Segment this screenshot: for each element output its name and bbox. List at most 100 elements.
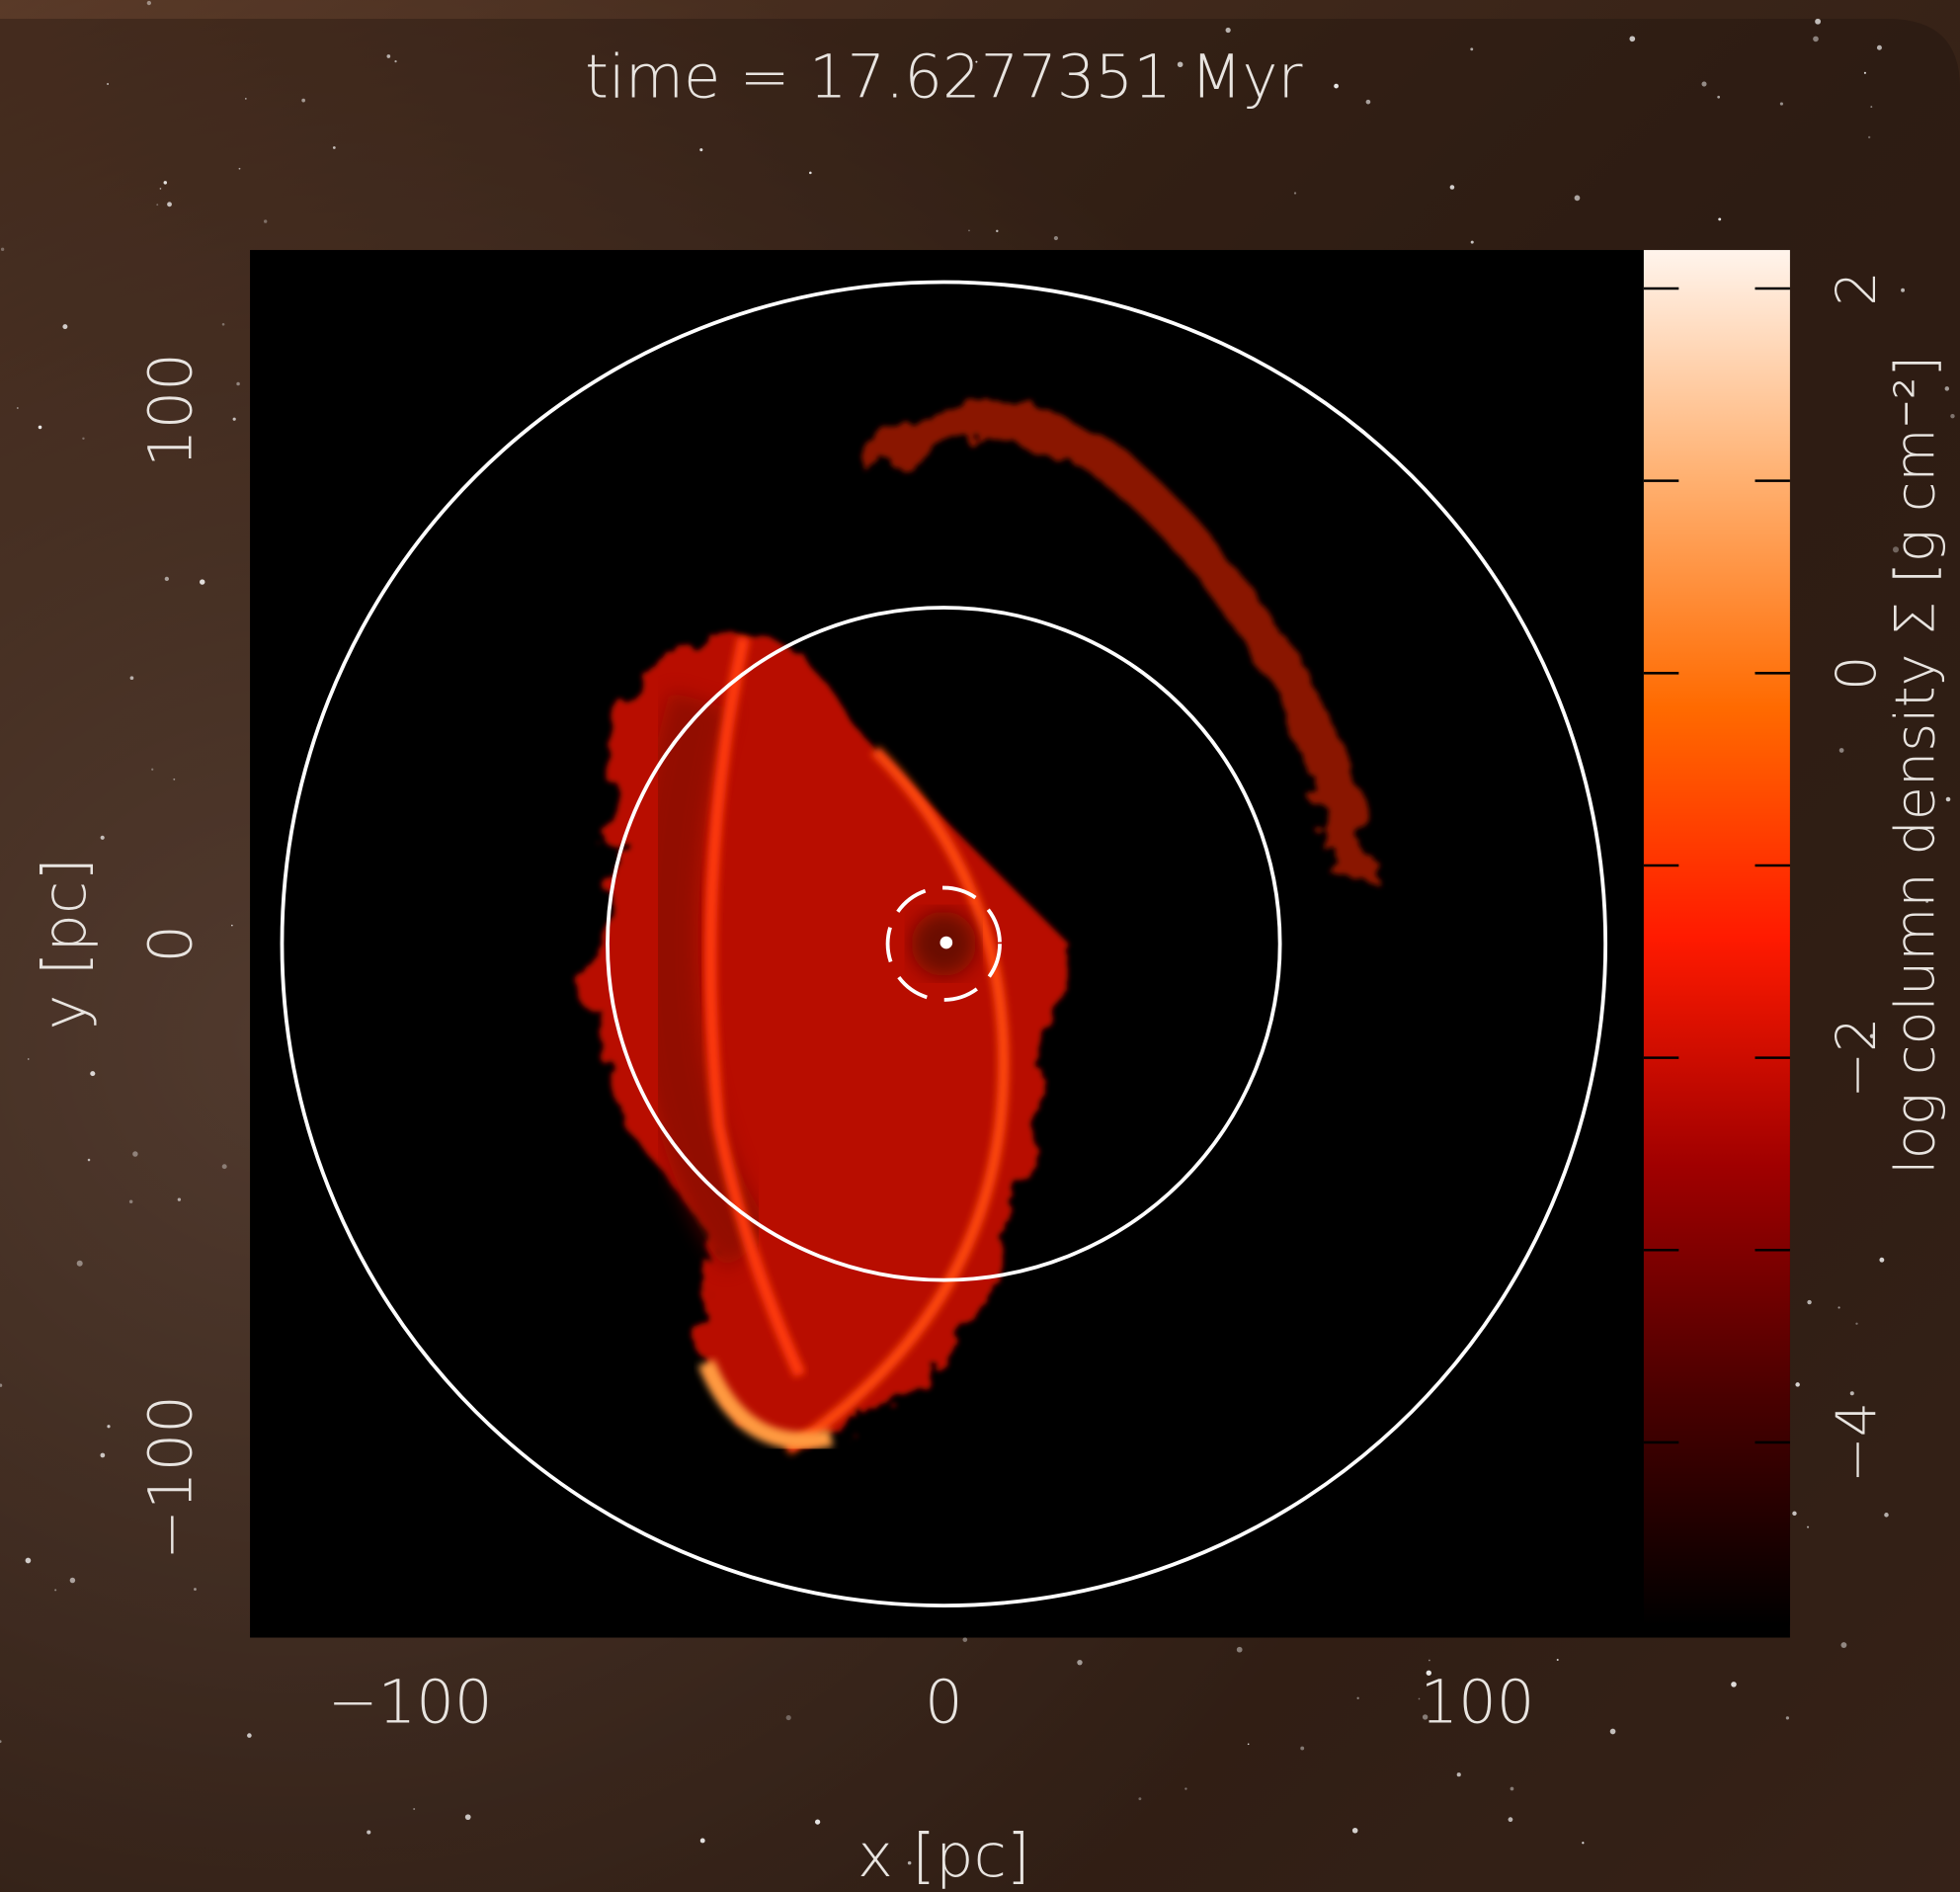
colorbar-tick-label: 0 [1825,656,1889,691]
y-axis-label: y [pc] [31,858,100,1030]
star [1582,1842,1584,1844]
star [247,1733,252,1738]
star [1855,1323,1857,1325]
star [1717,96,1720,99]
star [100,1453,105,1458]
star [173,779,175,781]
star [82,438,84,440]
star [70,1578,75,1583]
star [231,925,233,927]
star [1950,414,1954,418]
star [1838,1306,1839,1308]
star [815,1819,820,1824]
star [1575,195,1581,201]
star [62,324,67,329]
star [88,1159,91,1162]
star [387,54,391,58]
star [413,1808,415,1810]
star [1352,1828,1358,1834]
star [156,204,158,206]
star [107,1425,110,1428]
star [1901,288,1905,292]
star [129,1200,133,1204]
y-tick-label: 0 [137,925,206,963]
star [147,1,151,5]
star [1300,1747,1304,1751]
star [164,181,167,184]
star [1807,1300,1811,1304]
y-tick-label: 100 [137,353,206,467]
star [1077,1660,1082,1665]
star [996,230,998,232]
star [1702,82,1707,87]
star [1450,185,1455,190]
star [1457,1772,1461,1776]
star [165,577,169,581]
star [1718,217,1721,220]
star [1813,37,1819,42]
star [1868,136,1870,138]
star [700,1839,705,1844]
star [699,148,702,151]
star [107,83,109,85]
star [236,382,240,386]
star [167,202,172,206]
star [1248,1743,1250,1745]
star [1879,1258,1884,1263]
star [968,229,970,231]
star [239,168,241,170]
star [809,172,812,175]
colorbar-label: log column density Σ [g cm⁻²] [1883,356,1947,1175]
star [1884,1513,1889,1518]
star [1792,1512,1796,1516]
star [245,98,247,100]
star [962,1637,967,1642]
star [160,188,162,190]
star [17,407,19,409]
star [1815,19,1821,25]
star [1366,100,1371,105]
star [1795,1382,1800,1387]
star [264,219,267,222]
star [1731,1682,1737,1687]
star [39,426,42,430]
x-axis-label: x [pc] [858,1822,1030,1891]
chart: −1000100−1000100−4−202 time = 17.6277351… [0,0,1960,1892]
star [26,1558,32,1564]
y-tick-label: −100 [137,1395,206,1560]
star [1840,1642,1846,1648]
star [333,146,336,149]
star [233,418,236,421]
colorbar-tick-label: −2 [1825,1018,1889,1099]
star [1054,236,1058,240]
colorbar-tick-label: 2 [1825,271,1889,305]
star [1511,1787,1514,1791]
star [194,1588,197,1591]
star [90,1071,95,1076]
star [1850,1391,1854,1395]
star [1780,102,1783,105]
star [465,1814,471,1820]
star [1226,28,1231,33]
star [1786,1716,1789,1719]
star [1334,84,1339,89]
star [130,676,134,680]
x-tick-label: 0 [925,1669,963,1738]
core [940,937,953,949]
star [1294,192,1296,194]
star [1839,748,1844,753]
star [1807,1526,1809,1528]
star [1509,1817,1513,1822]
colorbar-tick-label: −4 [1825,1402,1889,1483]
star [1184,1787,1186,1789]
star [1877,45,1882,50]
star [151,769,153,771]
star [1471,241,1474,244]
x-tick-label: 100 [1421,1669,1535,1738]
star [77,1261,83,1267]
star [367,1830,370,1834]
star [1,248,4,251]
star [786,1715,791,1720]
star [394,60,396,62]
star [301,99,305,103]
